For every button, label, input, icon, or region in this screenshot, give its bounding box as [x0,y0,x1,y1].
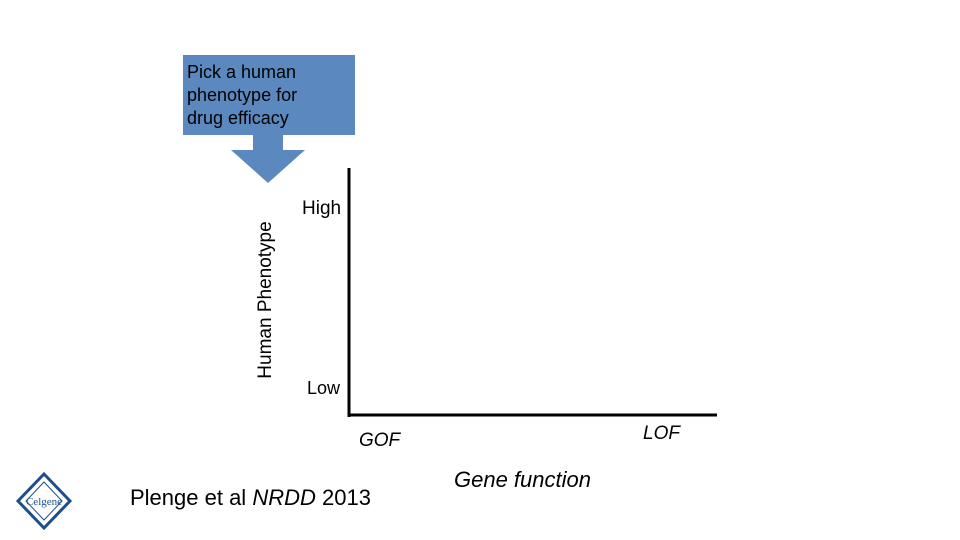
celgene-logo-icon: Celgene [15,472,73,530]
citation-prefix: Plenge et al [130,485,253,510]
citation-journal: NRDD [252,485,316,510]
logo-text: Celgene [26,496,62,508]
x-axis-gof-label: GOF [359,430,401,451]
x-axis-lof-label: LOF [643,423,680,444]
y-axis-label: Human Phenotype [255,221,276,379]
callout-box: Pick a human phenotype for drug efficacy [183,55,355,135]
citation: Plenge et al NRDD 2013 [130,485,371,511]
callout-arrow-shape [231,135,305,183]
y-axis-low-label: Low [307,378,341,398]
y-axis-high-label: High [302,198,342,219]
citation-year: 2013 [315,485,371,510]
callout-text: Pick a human phenotype for drug efficacy [187,62,298,128]
x-axis-label: Gene function [454,467,591,492]
